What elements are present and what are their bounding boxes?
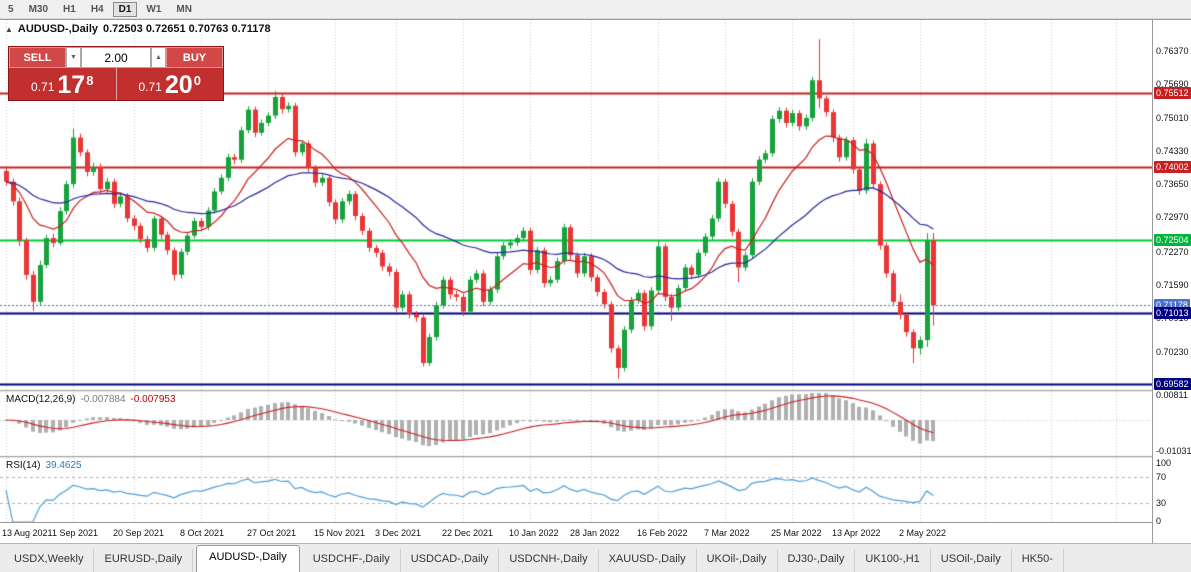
macd-axis-label: 0.00811 [1156, 390, 1188, 400]
price-axis-label: 0.75010 [1156, 113, 1189, 123]
macd-axis-label: -0.01031 [1156, 446, 1191, 456]
timeframe-button-mn[interactable]: MN [176, 3, 192, 15]
one-click-trading-panel: SELL ▼ ▲ BUY 0.71 17 8 0.71 20 0 [8, 46, 224, 101]
chart-tab-usdx-weekly[interactable]: USDX,Weekly [4, 549, 95, 572]
rsi-indicator-label: RSI(14) 39.4625 [6, 460, 82, 471]
price-axis-label: 0.70230 [1156, 347, 1189, 357]
date-axis-label: 27 Oct 2021 [247, 528, 297, 538]
trade-controls-row: SELL ▼ ▲ BUY [9, 47, 223, 68]
price-axis-label: 0.73650 [1156, 179, 1189, 189]
trade-prices-row: 0.71 17 8 0.71 20 0 [9, 68, 223, 100]
timeframe-button-5[interactable]: 5 [8, 3, 14, 15]
rsi-axis-label: 30 [1156, 498, 1167, 508]
ask-price-pips: 20 [164, 71, 193, 99]
date-axis-label: 20 Sep 2021 [113, 528, 165, 538]
macd-name: MACD(12,26,9) [6, 394, 76, 405]
chart-tab-bar: USDX,Weekly EURUSD-,Daily AUDUSD-,Daily USD… [0, 543, 1191, 572]
timeframe-button-h1[interactable]: H1 [63, 3, 76, 15]
chart-tab-ukoil-daily[interactable]: UKOil-,Daily [697, 549, 778, 572]
chart-ohlc-readout: 0.72503 0.72651 0.70763 0.71178 [103, 23, 271, 35]
rsi-axis-label: 100 [1156, 458, 1172, 468]
timeframe-button-d1[interactable]: D1 [112, 1, 138, 17]
volume-increase-button[interactable]: ▲ [151, 47, 166, 68]
price-badge: 0.69582 [1154, 378, 1191, 390]
bid-price-pips: 17 [57, 71, 86, 99]
chart-window: ▲ AUDUSD-,Daily 0.72503 0.72651 0.70763 … [0, 19, 1191, 544]
volume-decrease-button[interactable]: ▼ [66, 47, 81, 68]
chart-tab-dj30-daily[interactable]: DJ30-,Daily [778, 549, 856, 572]
date-axis-label: 28 Jan 2022 [570, 528, 620, 538]
date-axis-label: 16 Feb 2022 [637, 528, 688, 538]
date-axis-label: 22 Dec 2021 [442, 528, 494, 538]
timeframe-button-w1[interactable]: W1 [146, 3, 162, 15]
bid-price-prefix: 0.71 [31, 80, 55, 94]
price-axis-label: 0.72970 [1156, 212, 1189, 222]
chart-title: ▲ AUDUSD-,Daily 0.72503 0.72651 0.70763 … [5, 23, 271, 35]
timeframe-toolbar: 5 M30 H1 H4 D1 W1 MN [0, 0, 1191, 19]
rsi-name: RSI(14) [6, 460, 41, 471]
price-axis-label: 0.71590 [1156, 280, 1189, 290]
price-axis-label: 0.76370 [1156, 46, 1189, 56]
price-axis-label: 0.72270 [1156, 247, 1189, 257]
timeframe-button-h4[interactable]: H4 [90, 3, 104, 15]
ask-price: 0.71 20 0 [117, 68, 224, 100]
bid-price-pipette: 8 [86, 73, 94, 88]
date-axis-label: 7 Mar 2022 [704, 528, 750, 538]
chart-tab-audusd-daily[interactable]: AUDUSD-,Daily [196, 545, 300, 572]
rsi-value: 39.4625 [45, 460, 82, 471]
date-axis-label: 15 Nov 2021 [314, 528, 366, 538]
sell-button[interactable]: SELL [9, 47, 66, 68]
price-chart-canvas[interactable] [0, 20, 1152, 544]
chart-tab-usoil-daily[interactable]: USOil-,Daily [931, 549, 1012, 572]
ask-price-prefix: 0.71 [138, 80, 162, 94]
chart-tab-usdcad-daily[interactable]: USDCAD-,Daily [401, 549, 500, 572]
buy-button[interactable]: BUY [166, 47, 223, 68]
chart-tab-hk50[interactable]: HK50- [1012, 549, 1064, 572]
date-axis-label: 13 Aug 2021 [2, 528, 53, 538]
chart-tab-usdcnh-daily[interactable]: USDCNH-,Daily [499, 549, 599, 572]
date-axis[interactable]: 13 Aug 2021 1 Sep 2021 20 Sep 2021 8 Oct 20… [0, 522, 1152, 544]
price-badge: 0.75512 [1154, 87, 1191, 99]
date-axis-label: 13 Apr 2022 [832, 528, 881, 538]
price-badge: 0.74002 [1154, 161, 1191, 173]
chart-tab-xauusd-daily[interactable]: XAUUSD-,Daily [599, 549, 697, 572]
date-axis-label: 10 Jan 2022 [509, 528, 559, 538]
bid-price: 0.71 17 8 [9, 68, 117, 100]
macd-indicator-label: MACD(12,26,9) -0.007884 -0.007953 [6, 394, 176, 405]
date-axis-label: 25 Mar 2022 [771, 528, 822, 538]
chart-tab-eurusd-daily[interactable]: EURUSD-,Daily [94, 549, 194, 572]
date-axis-label: 3 Dec 2021 [375, 528, 422, 538]
chart-tab-uk100-h1[interactable]: UK100-,H1 [855, 549, 931, 572]
rsi-axis-label: 70 [1156, 472, 1167, 482]
price-badge: 0.72504 [1154, 234, 1191, 246]
chart-symbol: AUDUSD-,Daily [17, 23, 98, 35]
price-axis-label: 0.75690 [1156, 79, 1189, 89]
date-axis-label: 1 Sep 2021 [52, 528, 99, 538]
volume-input[interactable] [81, 47, 151, 68]
ask-price-pipette: 0 [193, 73, 201, 88]
price-axis-label: 0.74330 [1156, 146, 1189, 156]
macd-signal-value: -0.007953 [130, 394, 176, 405]
collapse-arrow-icon[interactable]: ▲ [5, 24, 13, 34]
price-badge: 0.71013 [1154, 307, 1191, 319]
price-axis[interactable]: 0.76370 0.75690 0.75010 0.74330 0.73650 0.729… [1152, 20, 1191, 544]
date-axis-label: 2 May 2022 [899, 528, 947, 538]
date-axis-label: 8 Oct 2021 [180, 528, 225, 538]
macd-main-value: -0.007884 [80, 394, 126, 405]
timeframe-button-m30[interactable]: M30 [28, 3, 49, 15]
rsi-axis-label: 0 [1156, 516, 1162, 526]
chart-tab-usdchf-daily[interactable]: USDCHF-,Daily [303, 549, 401, 572]
